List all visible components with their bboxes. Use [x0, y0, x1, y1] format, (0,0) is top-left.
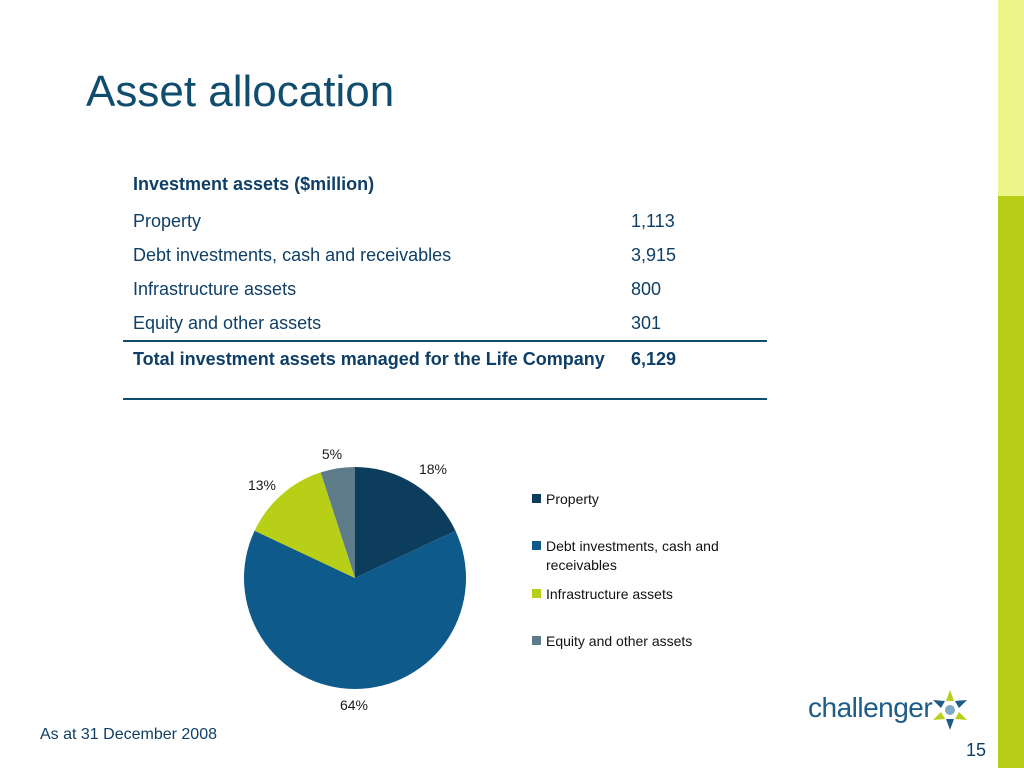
pie-data-label: 64% — [340, 697, 368, 713]
table-header: Investment assets ($million) — [133, 173, 375, 194]
accent-bar-top — [998, 0, 1024, 196]
legend-item-equity: Equity and other assets — [532, 632, 756, 651]
pie-slice-infrastructure — [254, 472, 355, 578]
table-row: Debt investments, cash and receivables 3… — [123, 238, 767, 272]
legend-swatch — [532, 494, 541, 503]
row-label: Equity and other assets — [133, 312, 322, 333]
slide-title: Asset allocation — [86, 67, 395, 116]
row-value: 3,915 — [631, 244, 677, 265]
asset-allocation-pie-chart: 18% 64% 13% 5% — [243, 446, 466, 713]
row-label: Property — [133, 210, 202, 231]
table-row: Property 1,113 — [123, 204, 767, 238]
pie-data-label: 5% — [322, 446, 342, 462]
table-row: Infrastructure assets 800 — [123, 272, 767, 306]
row-label: Debt investments, cash and receivables — [133, 244, 452, 265]
legend-label: Infrastructure assets — [546, 586, 673, 602]
logo-wordmark: challenger — [808, 692, 933, 723]
pie-data-label: 18% — [419, 461, 447, 477]
challenger-logo: challenger — [808, 686, 978, 736]
table-total-row: Total investment assets managed for the … — [123, 340, 767, 400]
legend-item-debt: Debt investments, cash and receivables — [532, 537, 742, 575]
table-row: Equity and other assets 301 — [123, 306, 767, 341]
table-header-row: Investment assets ($million) — [123, 166, 767, 204]
total-value: 6,129 — [627, 340, 767, 400]
legend-label: Property — [546, 491, 599, 507]
legend-swatch — [532, 541, 541, 550]
legend-item-property: Property — [532, 490, 756, 509]
legend-swatch — [532, 589, 541, 598]
row-value: 800 — [631, 278, 662, 299]
row-value: 1,113 — [631, 210, 675, 231]
legend-label: Debt investments, cash and receivables — [546, 538, 719, 573]
pie-slice-equity — [320, 467, 355, 578]
accent-bar-bottom — [998, 196, 1024, 768]
footnote: As at 31 December 2008 — [40, 726, 217, 743]
legend-swatch — [532, 636, 541, 645]
logo-star-icon — [933, 690, 967, 730]
row-value: 301 — [631, 312, 662, 333]
page-number: 15 — [966, 740, 987, 760]
row-label: Infrastructure assets — [133, 278, 297, 299]
investment-assets-table: Investment assets ($million) Property 1,… — [123, 166, 767, 400]
pie-slice-debt — [243, 530, 466, 689]
pie-slice-property — [355, 467, 456, 578]
total-label: Total investment assets managed for the … — [123, 340, 627, 400]
legend-item-infrastructure: Infrastructure assets — [532, 585, 756, 604]
legend-label: Equity and other assets — [546, 633, 693, 649]
pie-data-label: 13% — [248, 477, 276, 493]
